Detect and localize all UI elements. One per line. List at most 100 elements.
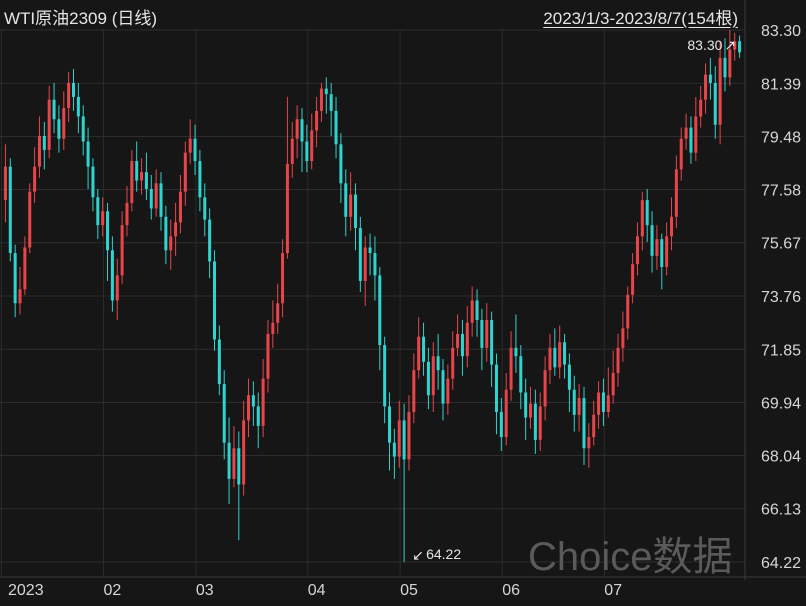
candle-body [529, 403, 533, 418]
candle-body [592, 414, 596, 438]
annotation-label: 64.22 [426, 546, 461, 562]
candle-body [485, 319, 489, 348]
candle-body [475, 300, 479, 320]
candle-body [631, 264, 635, 295]
candle-body [144, 172, 148, 189]
candle-body [203, 197, 207, 220]
candle-body [28, 191, 32, 248]
candle-body [456, 333, 460, 348]
candle-body [149, 188, 153, 209]
candle-body [178, 191, 182, 223]
candle-body [169, 236, 173, 251]
candle-body [188, 138, 192, 153]
candle-body [650, 225, 654, 256]
candle-body [349, 194, 353, 217]
x-axis: 2023 02 03 04 05 06 07 [8, 582, 622, 599]
candle-body [256, 406, 260, 426]
x-tick-label: 02 [104, 582, 122, 599]
candle-body [222, 384, 226, 443]
x-tick-label: 07 [604, 582, 622, 599]
candle-body [480, 319, 484, 348]
candle-body [373, 253, 377, 276]
candle-body [319, 88, 323, 111]
y-tick-label: 81.39 [761, 76, 801, 93]
candle-body [407, 411, 411, 460]
candle-body [669, 216, 674, 237]
date-range[interactable]: 2023/1/3-2023/8/7(154根) [543, 9, 738, 28]
candle-body [271, 322, 275, 334]
candle-body [130, 161, 134, 203]
candle-body [363, 247, 367, 281]
candle-body [110, 250, 114, 301]
candle-body [679, 138, 683, 170]
y-tick-label: 73.76 [761, 289, 801, 306]
y-tick-label: 83.30 [761, 23, 801, 40]
candle-body [23, 247, 27, 290]
candle-body [465, 322, 469, 357]
candle-body [344, 183, 348, 217]
candle-body [247, 395, 251, 421]
candle-body [18, 289, 22, 304]
candle-body [665, 236, 669, 268]
candle-body [412, 370, 416, 412]
candle-body [305, 141, 309, 162]
candle-body [86, 141, 90, 167]
candle-body [315, 110, 319, 131]
candle-body [626, 294, 630, 329]
candle-body [251, 395, 255, 407]
candle-body [57, 119, 61, 139]
candle-body [290, 138, 294, 164]
candle-body [543, 370, 547, 407]
candle-body [281, 253, 285, 304]
candle-body [3, 166, 7, 201]
y-tick-label: 71.85 [761, 342, 801, 359]
candle-body [13, 253, 17, 304]
candle-body [436, 356, 440, 371]
x-tick-label: 03 [196, 582, 214, 599]
candle-body [261, 378, 265, 426]
candle-body [101, 211, 105, 226]
candle-body [212, 261, 216, 340]
watermark: Choice数据 [528, 535, 733, 579]
y-tick-label: 64.22 [761, 555, 801, 572]
candle-body [728, 49, 732, 78]
candle-body [295, 119, 299, 139]
candle-body [42, 135, 46, 150]
y-axis: 83.30 81.39 79.48 77.58 75.67 73.76 71.85 69.94… [761, 23, 801, 572]
candle-body [285, 163, 289, 254]
candle-body [446, 378, 450, 404]
candle-body [708, 74, 712, 83]
candle-body [183, 152, 187, 192]
candle-body [388, 406, 392, 443]
y-tick-label: 66.13 [761, 502, 801, 519]
candle-body [572, 389, 576, 415]
candle-body [738, 41, 742, 53]
candle-body [723, 57, 727, 78]
candle-body [694, 116, 698, 153]
candle-body [115, 275, 119, 301]
candle-body [704, 74, 708, 100]
candle-body [310, 130, 314, 162]
candle-body [499, 411, 503, 438]
candle-body [237, 448, 241, 485]
candle-body [621, 328, 625, 348]
candle-body [383, 345, 387, 407]
candle-body [71, 82, 76, 97]
candle-body [358, 227, 362, 281]
candle-body [329, 94, 333, 111]
candle-body [582, 398, 586, 449]
candle-body [611, 372, 615, 396]
candle-body [567, 364, 571, 390]
candle-body [193, 138, 197, 162]
candle-body [601, 392, 605, 412]
candle-body [490, 319, 494, 365]
y-tick-label: 69.94 [761, 396, 801, 413]
candle-body [519, 356, 523, 393]
candle-body [140, 172, 144, 181]
candle-body [504, 389, 508, 438]
candle-body [655, 239, 659, 256]
candle-body [106, 211, 110, 251]
candle-body [563, 342, 567, 365]
candle-body [684, 127, 688, 139]
